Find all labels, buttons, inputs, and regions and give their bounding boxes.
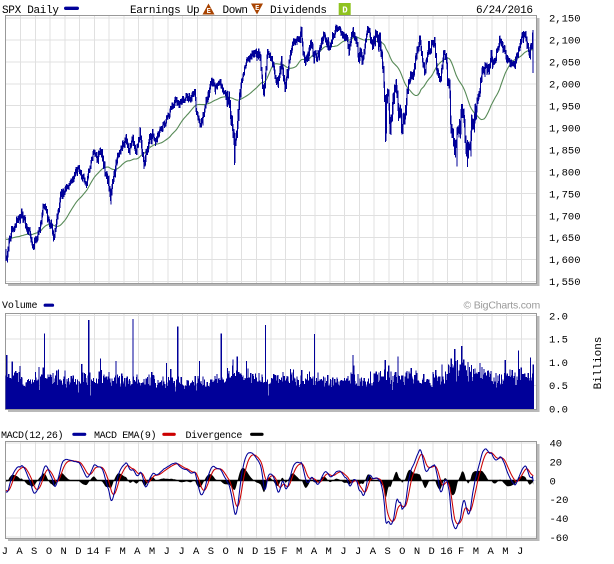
svg-text:MACD EMA(9): MACD EMA(9)	[94, 430, 156, 442]
svg-text:2,150: 2,150	[549, 14, 581, 26]
svg-text:0.0: 0.0	[549, 404, 568, 416]
svg-text:2,000: 2,000	[549, 80, 581, 92]
svg-text:M: M	[502, 546, 508, 558]
svg-text:J: J	[340, 546, 346, 558]
svg-text:A: A	[487, 546, 494, 558]
svg-text:2,050: 2,050	[549, 58, 581, 70]
svg-text:M: M	[473, 546, 479, 558]
svg-text:1,550: 1,550	[549, 277, 581, 289]
svg-text:D: D	[252, 546, 258, 558]
svg-text:J: J	[2, 546, 8, 558]
svg-text:-60: -60	[550, 533, 569, 545]
svg-text:1.0: 1.0	[549, 358, 568, 370]
svg-text:A: A	[370, 546, 377, 558]
svg-text:D: D	[429, 546, 435, 558]
svg-text:1,750: 1,750	[549, 189, 581, 201]
svg-text:M: M	[326, 546, 332, 558]
svg-text:0: 0	[550, 476, 556, 488]
svg-text:1,850: 1,850	[549, 145, 581, 157]
svg-text:S: S	[31, 546, 37, 558]
svg-text:Billions: Billions	[593, 337, 605, 390]
svg-text:2,100: 2,100	[549, 36, 581, 48]
svg-text:E: E	[207, 8, 211, 16]
svg-text:Earnings Up: Earnings Up	[130, 5, 199, 17]
svg-text:1,650: 1,650	[549, 233, 581, 245]
svg-text:N: N	[414, 546, 420, 558]
svg-text:1,700: 1,700	[549, 211, 581, 223]
svg-text:A: A	[134, 546, 141, 558]
svg-text:-40: -40	[550, 514, 569, 526]
svg-text:J: J	[517, 546, 523, 558]
svg-text:J: J	[178, 546, 184, 558]
svg-text:D: D	[342, 6, 348, 16]
svg-text:A: A	[193, 546, 200, 558]
svg-text:20: 20	[550, 457, 563, 469]
svg-text:Volume: Volume	[2, 300, 38, 312]
svg-text:0.5: 0.5	[549, 381, 568, 393]
svg-text:1,950: 1,950	[549, 102, 581, 114]
svg-text:Dividends: Dividends	[270, 5, 327, 17]
svg-text:1,600: 1,600	[549, 255, 581, 267]
svg-text:14: 14	[87, 546, 100, 558]
svg-text:1.5: 1.5	[549, 335, 568, 347]
svg-text:6/24/2016: 6/24/2016	[476, 5, 533, 17]
svg-text:1,900: 1,900	[549, 123, 581, 135]
svg-text:16: 16	[440, 546, 453, 558]
svg-text:A: A	[311, 546, 318, 558]
svg-text:40: 40	[550, 439, 563, 451]
svg-text:O: O	[399, 546, 405, 558]
svg-text:N: N	[61, 546, 67, 558]
svg-text:MACD(12,26): MACD(12,26)	[1, 430, 63, 442]
svg-text:Divergence: Divergence	[186, 430, 243, 442]
svg-text:E: E	[255, 5, 259, 13]
svg-text:S: S	[208, 546, 214, 558]
svg-text:N: N	[237, 546, 243, 558]
svg-text:M: M	[296, 546, 302, 558]
svg-text:-20: -20	[550, 495, 569, 507]
svg-text:O: O	[222, 546, 228, 558]
svg-text:Down: Down	[223, 5, 248, 17]
svg-text:2.0: 2.0	[549, 311, 568, 323]
svg-text:1,800: 1,800	[549, 167, 581, 179]
svg-text:© BigCharts.com: © BigCharts.com	[463, 300, 540, 312]
svg-text:S: S	[384, 546, 390, 558]
svg-text:O: O	[46, 546, 52, 558]
svg-text:J: J	[355, 546, 361, 558]
svg-text:M: M	[149, 546, 155, 558]
svg-text:F: F	[105, 546, 111, 558]
svg-text:M: M	[119, 546, 125, 558]
svg-text:F: F	[281, 546, 287, 558]
svg-text:A: A	[16, 546, 23, 558]
svg-text:F: F	[458, 546, 464, 558]
svg-text:15: 15	[263, 546, 276, 558]
svg-text:D: D	[75, 546, 81, 558]
svg-text:J: J	[164, 546, 170, 558]
svg-text:SPX Daily: SPX Daily	[2, 5, 59, 17]
